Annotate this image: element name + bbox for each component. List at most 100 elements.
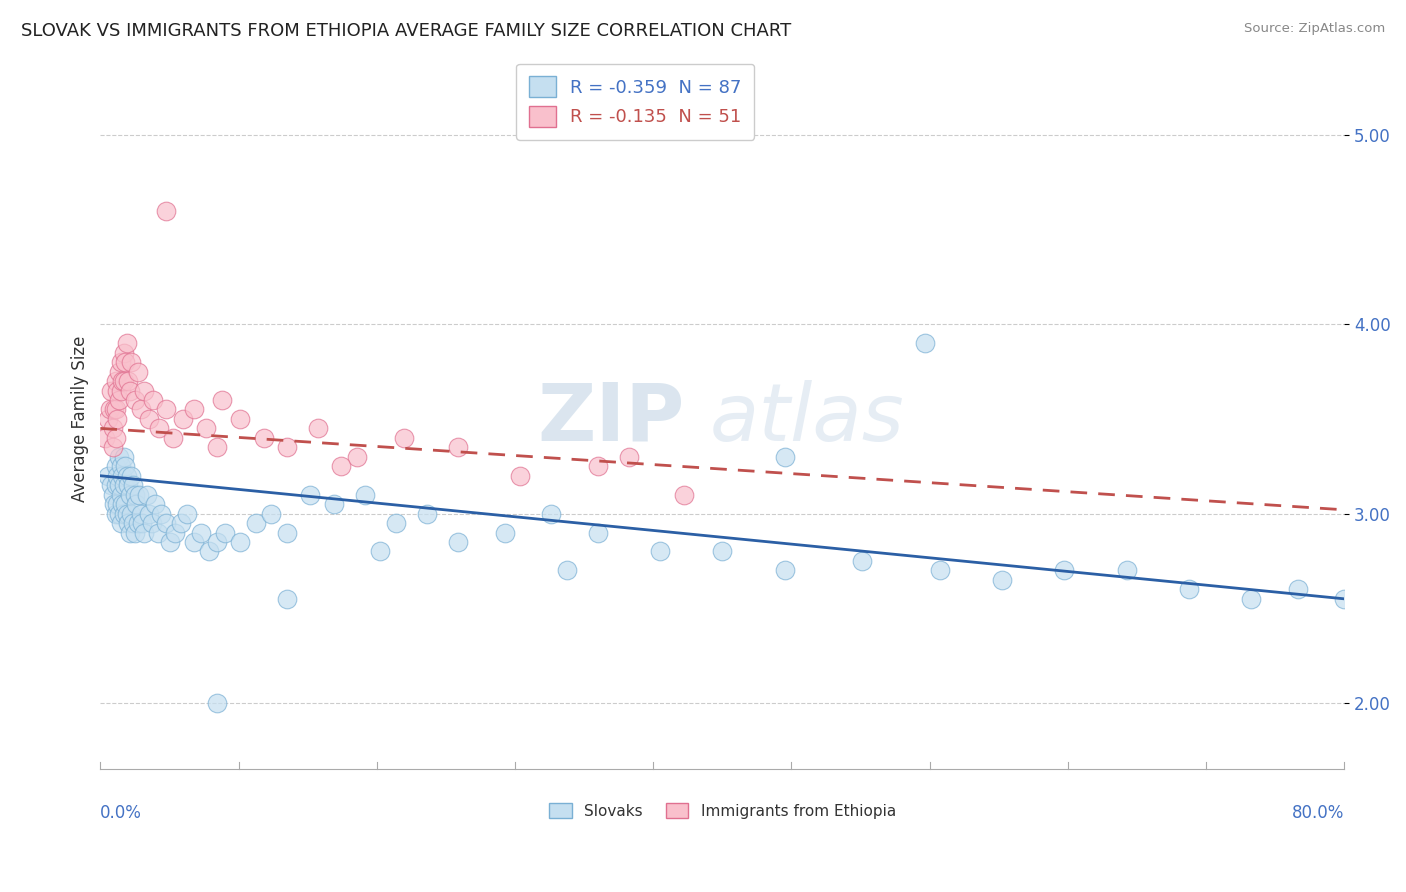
Point — [118, 525, 141, 540]
Point — [773, 450, 796, 464]
Point — [132, 384, 155, 398]
Point — [120, 355, 142, 369]
Point — [101, 488, 124, 502]
Text: Source: ZipAtlas.com: Source: ZipAtlas.com — [1244, 22, 1385, 36]
Point — [245, 516, 267, 530]
Point — [128, 488, 150, 502]
Point — [494, 525, 516, 540]
Point — [190, 525, 212, 540]
Point — [107, 412, 129, 426]
Point — [104, 459, 127, 474]
Point — [124, 525, 146, 540]
Point — [101, 421, 124, 435]
Point — [146, 525, 169, 540]
Point — [392, 431, 415, 445]
Point — [118, 384, 141, 398]
Point — [110, 516, 132, 530]
Point — [214, 525, 236, 540]
Point — [110, 384, 132, 398]
Point — [138, 507, 160, 521]
Point — [120, 468, 142, 483]
Point — [138, 412, 160, 426]
Point — [111, 497, 134, 511]
Point — [711, 544, 734, 558]
Point — [1240, 591, 1263, 606]
Point — [586, 459, 609, 474]
Point — [104, 431, 127, 445]
Point — [299, 488, 322, 502]
Point — [851, 554, 873, 568]
Point — [117, 478, 139, 492]
Point — [104, 402, 127, 417]
Point — [650, 544, 672, 558]
Point — [198, 544, 221, 558]
Point — [108, 478, 131, 492]
Point — [211, 392, 233, 407]
Point — [509, 468, 531, 483]
Point — [1115, 563, 1137, 577]
Point — [111, 468, 134, 483]
Point — [107, 468, 129, 483]
Point — [307, 421, 329, 435]
Point — [276, 440, 298, 454]
Point — [555, 563, 578, 577]
Point — [617, 450, 640, 464]
Point — [108, 450, 131, 464]
Point — [163, 525, 186, 540]
Point — [322, 497, 344, 511]
Point — [110, 488, 132, 502]
Point — [111, 374, 134, 388]
Point — [112, 507, 135, 521]
Point — [127, 365, 149, 379]
Point — [114, 355, 136, 369]
Point — [112, 345, 135, 359]
Point — [205, 696, 228, 710]
Point — [129, 402, 152, 417]
Point — [120, 507, 142, 521]
Point — [172, 412, 194, 426]
Text: ZIP: ZIP — [538, 380, 685, 458]
Point — [110, 459, 132, 474]
Point — [141, 516, 163, 530]
Point — [108, 365, 131, 379]
Point — [127, 516, 149, 530]
Point — [124, 392, 146, 407]
Point — [100, 384, 122, 398]
Point — [155, 402, 177, 417]
Point — [97, 412, 120, 426]
Point — [176, 507, 198, 521]
Point — [114, 459, 136, 474]
Point — [143, 497, 166, 511]
Point — [115, 336, 138, 351]
Point — [101, 440, 124, 454]
Point — [122, 516, 145, 530]
Text: SLOVAK VS IMMIGRANTS FROM ETHIOPIA AVERAGE FAMILY SIZE CORRELATION CHART: SLOVAK VS IMMIGRANTS FROM ETHIOPIA AVERA… — [21, 22, 792, 40]
Text: atlas: atlas — [710, 380, 904, 458]
Point — [104, 507, 127, 521]
Point — [136, 488, 159, 502]
Point — [98, 402, 121, 417]
Point — [108, 507, 131, 521]
Point — [162, 431, 184, 445]
Point — [148, 421, 170, 435]
Point — [112, 450, 135, 464]
Point — [104, 374, 127, 388]
Point — [155, 516, 177, 530]
Point — [114, 497, 136, 511]
Point — [1333, 591, 1355, 606]
Point — [115, 468, 138, 483]
Point — [103, 497, 125, 511]
Point — [100, 478, 122, 492]
Point — [1053, 563, 1076, 577]
Point — [1286, 582, 1309, 597]
Point — [586, 525, 609, 540]
Point — [117, 516, 139, 530]
Point — [330, 459, 353, 474]
Text: 0.0%: 0.0% — [100, 805, 142, 822]
Point — [112, 374, 135, 388]
Point — [94, 431, 117, 445]
Point — [385, 516, 408, 530]
Point — [107, 497, 129, 511]
Legend: Slovaks, Immigrants from Ethiopia: Slovaks, Immigrants from Ethiopia — [543, 797, 903, 825]
Point — [107, 384, 129, 398]
